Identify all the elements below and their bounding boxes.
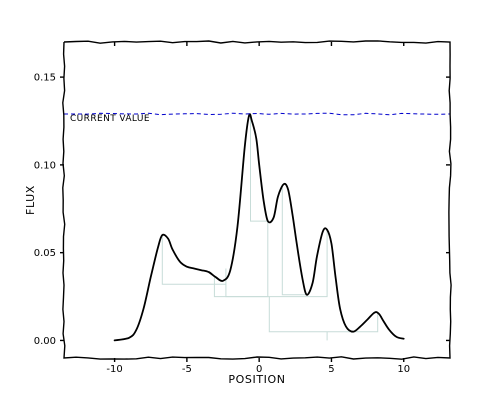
y-tick-label-1: 0.05 [34, 248, 56, 259]
reference-line-layer [64, 112, 451, 116]
tree-bracket-5 [268, 296, 379, 333]
y-tick-label-3: 0.15 [34, 73, 56, 84]
x-tick-label-3: 5 [328, 364, 334, 375]
tree-bracket-layer [161, 115, 379, 341]
x-tick-label-2: 0 [256, 364, 262, 375]
flux-series-line-0 [113, 113, 405, 342]
current-value-line [64, 112, 451, 116]
tree-bracket-2 [250, 115, 268, 222]
y-tick-label-2: 0.10 [34, 160, 56, 171]
x-tick-label-1: -5 [182, 364, 192, 375]
current-value-label: CURRENT VALUE [70, 114, 150, 124]
y-tick-label-0: 0.00 [34, 336, 56, 347]
x-axis-label: POSITION [228, 373, 285, 386]
plot-frame [62, 40, 452, 360]
x-tick-label-0: -10 [106, 364, 122, 375]
tree-bracket-4 [281, 184, 307, 296]
series-layer [113, 113, 405, 342]
x-tick-label-4: 10 [397, 364, 410, 375]
tree-bracket-3 [225, 229, 328, 298]
tree-bracket-0 [161, 235, 227, 285]
ticks-layer: -10 -5 0 5 10 0.00 0.05 0.10 0.15 [34, 42, 450, 375]
axes-layer [62, 40, 452, 360]
y-axis-label: FLUX [24, 185, 37, 215]
